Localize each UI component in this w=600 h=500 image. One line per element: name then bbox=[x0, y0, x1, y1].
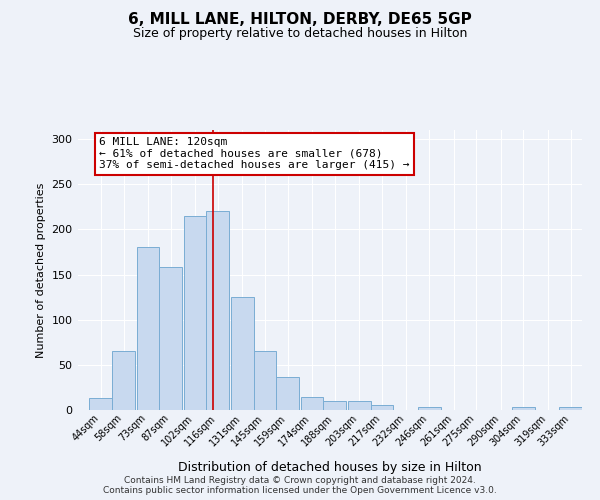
Bar bbox=[184, 216, 206, 410]
Bar bbox=[206, 212, 229, 410]
Text: Contains HM Land Registry data © Crown copyright and database right 2024.: Contains HM Land Registry data © Crown c… bbox=[124, 476, 476, 485]
Bar bbox=[277, 376, 299, 410]
Bar bbox=[323, 401, 346, 410]
Text: Size of property relative to detached houses in Hilton: Size of property relative to detached ho… bbox=[133, 28, 467, 40]
Bar bbox=[89, 398, 112, 410]
Bar bbox=[371, 406, 394, 410]
Text: Contains public sector information licensed under the Open Government Licence v3: Contains public sector information licen… bbox=[103, 486, 497, 495]
Bar bbox=[512, 408, 535, 410]
Bar bbox=[159, 268, 182, 410]
Bar bbox=[137, 246, 159, 410]
Y-axis label: Number of detached properties: Number of detached properties bbox=[36, 182, 46, 358]
Text: Distribution of detached houses by size in Hilton: Distribution of detached houses by size … bbox=[178, 461, 482, 474]
Bar bbox=[231, 297, 254, 410]
Text: 6, MILL LANE, HILTON, DERBY, DE65 5GP: 6, MILL LANE, HILTON, DERBY, DE65 5GP bbox=[128, 12, 472, 28]
Bar bbox=[301, 398, 323, 410]
Bar bbox=[559, 408, 582, 410]
Text: 6 MILL LANE: 120sqm
← 61% of detached houses are smaller (678)
37% of semi-detac: 6 MILL LANE: 120sqm ← 61% of detached ho… bbox=[99, 137, 410, 170]
Bar bbox=[348, 401, 371, 410]
Bar bbox=[418, 408, 440, 410]
Bar bbox=[254, 352, 277, 410]
Bar bbox=[112, 352, 135, 410]
